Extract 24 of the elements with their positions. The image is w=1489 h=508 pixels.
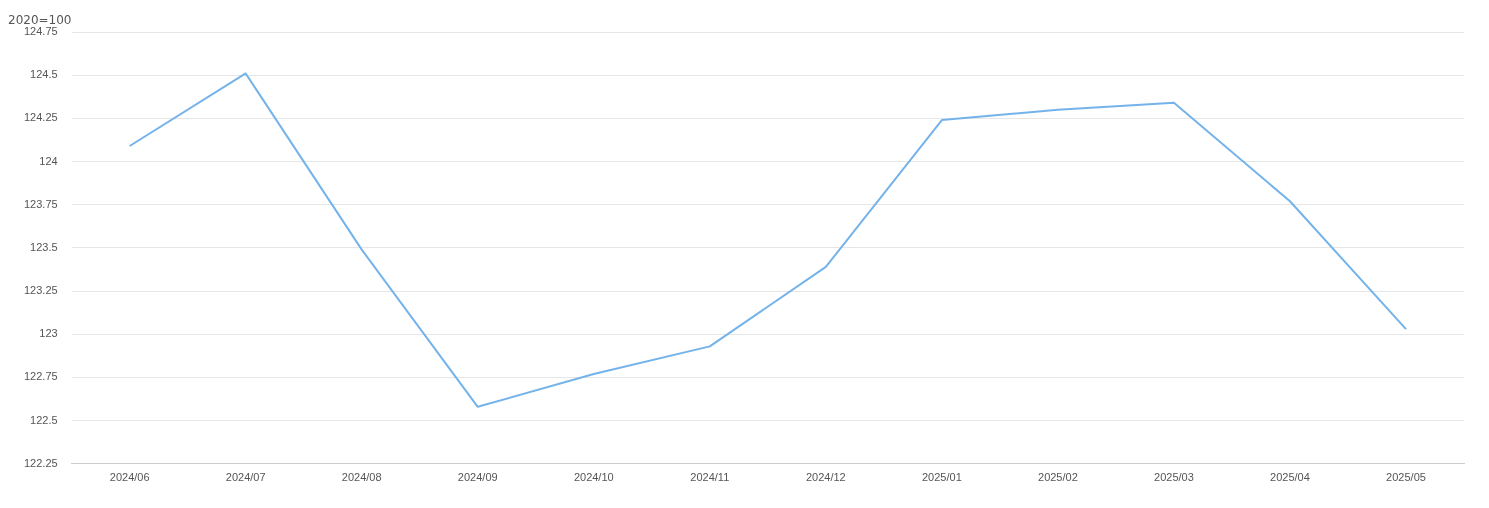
x-tick-label: 2024/10 (573, 471, 614, 484)
x-tick-label: 2025/04 (1270, 471, 1310, 484)
x-tick-label: 2024/09 (457, 471, 498, 484)
y-tick-label: 124.5 (30, 68, 58, 81)
y-tick-label: 122.5 (30, 413, 58, 426)
x-tick-label: 2024/07 (225, 471, 266, 484)
x-tick-label: 2024/12 (805, 471, 846, 484)
y-axis-title: 2020=100 (8, 13, 72, 27)
y-tick-label: 123.5 (30, 240, 58, 253)
y-tick-label: 123.25 (23, 284, 58, 297)
y-tick-label: 123 (39, 327, 58, 340)
y-tick-label: 124.75 (23, 25, 58, 38)
x-tick-label: 2025/01 (921, 471, 962, 484)
y-tick-label: 122.25 (23, 456, 58, 469)
x-tick-label: 2024/08 (341, 471, 382, 484)
x-tick-label: 2025/05 (1386, 471, 1426, 484)
y-tick-label: 124.25 (23, 111, 58, 124)
x-tick-label: 2025/02 (1038, 471, 1078, 484)
x-tick-label: 2024/11 (690, 471, 730, 484)
y-tick-label: 123.75 (23, 197, 58, 210)
y-tick-label: 124 (39, 154, 58, 167)
x-tick-label: 2024/06 (109, 471, 150, 484)
y-tick-label: 122.75 (23, 370, 58, 383)
x-tick-label: 2025/03 (1154, 471, 1194, 484)
